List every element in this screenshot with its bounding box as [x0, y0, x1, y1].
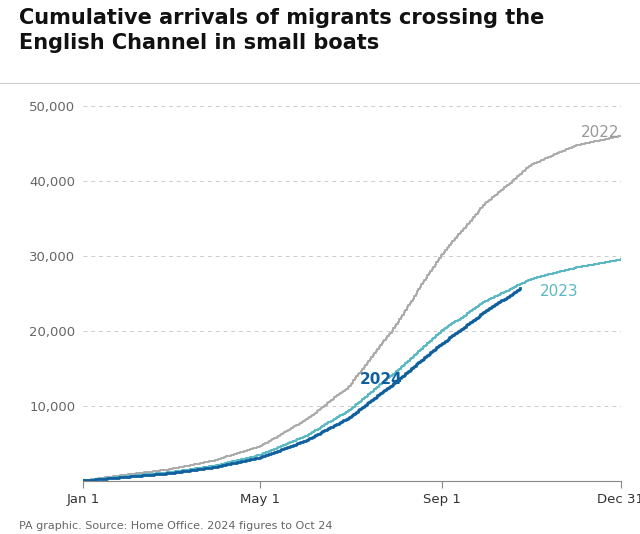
- Text: 2024: 2024: [360, 372, 402, 387]
- Text: 2022: 2022: [581, 124, 620, 139]
- Text: Cumulative arrivals of migrants crossing the
English Channel in small boats: Cumulative arrivals of migrants crossing…: [19, 8, 545, 53]
- Text: 2023: 2023: [540, 284, 578, 299]
- Text: PA graphic. Source: Home Office. 2024 figures to Oct 24: PA graphic. Source: Home Office. 2024 fi…: [19, 521, 333, 531]
